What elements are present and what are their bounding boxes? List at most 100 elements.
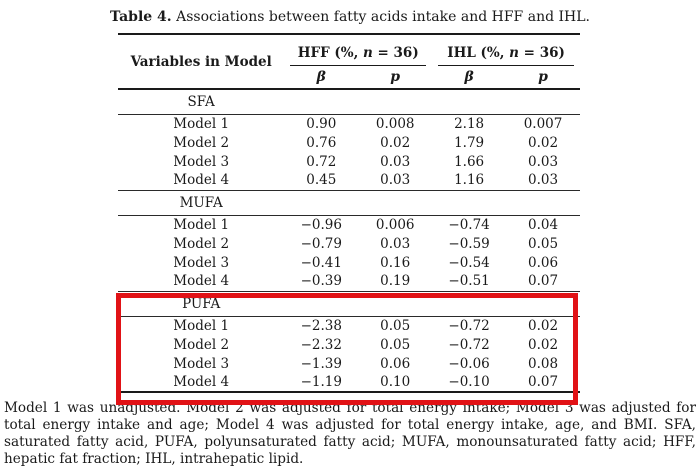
cell-ihl-p: 0.05 [527,235,559,252]
cell-hff-beta: −0.79 [300,235,342,252]
cell-hff-beta: −1.19 [284,373,359,393]
cell-ihl-p: 0.02 [527,134,559,151]
cell-hff-beta: 0.90 [306,115,337,132]
section-header-row: PUFA [118,291,580,317]
cell-hff-beta: −2.32 [300,336,342,353]
section-header-row: SFA [118,89,580,115]
table-row: Model 4 −1.19 0.10 −0.10 0.07 [118,373,580,393]
cell-hff-beta: 0.45 [284,171,359,191]
cell-hff-beta: −2.38 [300,317,342,334]
cell-hff-beta: 0.76 [306,134,337,151]
cell-ihl-beta: −0.06 [448,355,490,372]
cell-ihl-p: 0.08 [527,355,559,372]
group-header-row: Variables in Model HFF (%, n = 36) IHL (… [118,34,580,90]
table-row: Model 2 −2.32 0.05 −0.72 0.02 [118,335,580,354]
cell-ihl-p: 0.07 [506,272,580,292]
table-caption: Table 4. Associations between fatty acid… [0,0,700,33]
table-4: Variables in Model HFF (%, n = 36) IHL (… [118,33,580,393]
cell-hff-p: 0.16 [380,254,411,271]
cell-ihl-beta: 1.16 [432,171,507,191]
table-row: Model 3 0.72 0.03 1.66 0.03 [118,152,580,171]
group-header-ihl: IHL (%, n = 36) [432,34,580,66]
row-label: Model 3 [173,254,230,271]
cell-ihl-p: 0.02 [527,317,559,334]
cell-ihl-p: 0.03 [527,153,559,170]
cell-ihl-p: 0.06 [527,254,559,271]
cell-hff-p: 0.06 [380,355,411,372]
header-hff-beta: β [284,66,359,90]
row-label: Model 3 [173,153,230,170]
cell-ihl-p: 0.07 [506,373,580,393]
hff-pre: HFF (%, [297,45,363,61]
table-row: Model 3 −1.39 0.06 −0.06 0.08 [118,354,580,373]
cell-hff-p: 0.05 [380,317,411,334]
row-label: Model 1 [173,216,230,233]
section-mufa: MUFA Model 1 −0.96 0.006 −0.74 0.04 Mode… [118,190,580,292]
cell-hff-beta: −0.39 [284,272,359,292]
cell-ihl-p: 0.007 [523,115,563,132]
cell-hff-p: 0.006 [375,216,415,233]
cell-hff-p: 0.03 [380,153,411,170]
table-row: Model 3 −0.41 0.16 −0.54 0.06 [118,253,580,272]
row-label: Model 2 [173,235,230,252]
group-header-hff-inner: HFF (%, n = 36) [290,45,427,66]
cell-hff-p: 0.03 [380,235,411,252]
cell-hff-p: 0.008 [375,115,415,132]
table-caption-text: Associations between fatty acids intake … [171,9,590,25]
cell-ihl-beta: −0.72 [448,317,490,334]
cell-ihl-p: 0.04 [527,216,559,233]
hff-n: n [363,45,373,61]
cell-hff-p: 0.10 [358,373,433,393]
cell-ihl-beta: −0.54 [448,254,490,271]
row-label: Model 1 [173,115,230,132]
cell-ihl-beta: −0.74 [448,216,490,233]
cell-ihl-beta: −0.59 [448,235,490,252]
section-label-sfa: SFA [187,93,215,110]
table-row: Model 2 −0.79 0.03 −0.59 0.05 [118,234,580,253]
hff-post: = 36) [372,45,419,61]
cell-hff-beta: 0.72 [306,153,337,170]
cell-ihl-beta: 1.79 [454,134,485,151]
row-label: Model 2 [173,134,230,151]
cell-hff-p: 0.05 [380,336,411,353]
row-label: Model 1 [173,317,230,334]
cell-hff-p: 0.19 [358,272,433,292]
section-sfa: SFA Model 1 0.90 0.008 2.18 0.007 Model … [118,89,580,191]
table-row: Model 4 −0.39 0.19 −0.51 0.07 [118,272,580,292]
cell-ihl-beta: 1.66 [454,153,485,170]
sub-header-row: β p β p [118,66,580,90]
row-label: Model 4 [118,373,285,393]
table-row: Model 2 0.76 0.02 1.79 0.02 [118,133,580,152]
section-label-mufa: MUFA [179,194,223,211]
header-hff-p: p [358,66,433,90]
group-header-ihl-inner: IHL (%, n = 36) [438,45,574,66]
row-label: Model 4 [118,171,285,191]
cell-ihl-p: 0.02 [527,336,559,353]
ihl-n: n [509,45,519,61]
table-row: Model 1 −0.96 0.006 −0.74 0.04 [118,215,580,234]
row-label: Model 4 [118,272,285,292]
ihl-pre: IHL (%, [447,45,510,61]
group-header-hff: HFF (%, n = 36) [284,34,432,66]
cell-ihl-p: 0.03 [506,171,580,191]
row-label: Model 3 [173,355,230,372]
cell-ihl-beta: −0.10 [432,373,507,393]
cell-hff-p: 0.03 [358,171,433,191]
table-row: Model 1 0.90 0.008 2.18 0.007 [118,114,580,133]
section-label-pufa: PUFA [182,295,221,312]
row-label: Model 2 [173,336,230,353]
footnote: Model 1 was unadjusted. Model 2 was adju… [4,400,696,467]
section-pufa: PUFA Model 1 −2.38 0.05 −0.72 0.02 Model… [118,291,580,393]
table-caption-label: Table 4. [110,9,172,25]
cell-ihl-beta: −0.51 [432,272,507,292]
cell-hff-beta: −0.41 [300,254,342,271]
section-header-row: MUFA [118,190,580,216]
cell-ihl-beta: 2.18 [454,115,485,132]
corner-header: Variables in Model [118,34,285,90]
associations-table: Variables in Model HFF (%, n = 36) IHL (… [118,33,580,393]
cell-hff-beta: −1.39 [300,355,342,372]
header-ihl-p: p [506,66,580,90]
table-row: Model 4 0.45 0.03 1.16 0.03 [118,171,580,191]
table-row: Model 1 −2.38 0.05 −0.72 0.02 [118,316,580,335]
header-ihl-beta: β [432,66,507,90]
